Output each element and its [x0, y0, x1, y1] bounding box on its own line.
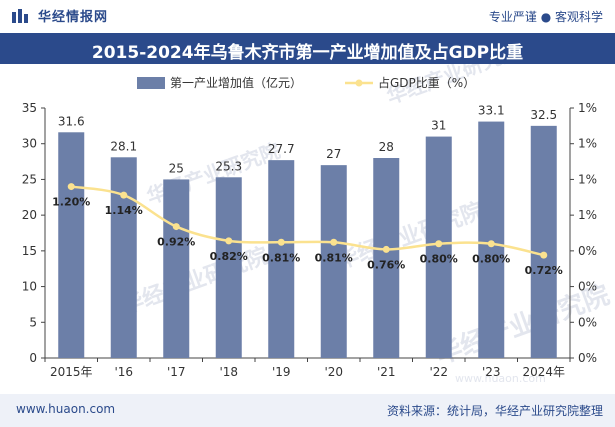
legend-line-marker: [355, 79, 363, 87]
bar-value-label: 27: [326, 147, 341, 161]
bar: [478, 121, 505, 358]
x-tick-label: 2024年: [522, 365, 565, 379]
share-point: [330, 238, 338, 246]
share-value-label: 1.20%: [52, 196, 90, 209]
share-point: [67, 183, 75, 191]
right-tick-label: 0%: [578, 351, 597, 365]
x-tick-label: '17: [167, 365, 186, 379]
right-tick-label: 0%: [578, 280, 597, 294]
bar: [163, 179, 190, 358]
share-value-label: 0.72%: [525, 264, 563, 277]
bar: [373, 158, 400, 358]
bar-value-label: 32.5: [530, 108, 557, 122]
bar: [320, 165, 347, 358]
watermark-domain: www.huaon.com: [455, 372, 546, 385]
left-tick-label: 35: [22, 101, 37, 115]
bar-value-label: 28.1: [110, 139, 137, 153]
share-point: [120, 191, 128, 199]
legend-bar-label: 第一产业增加值（亿元）: [170, 75, 302, 90]
bar: [110, 157, 137, 358]
left-tick-label: 5: [29, 315, 37, 329]
share-point: [225, 237, 233, 245]
left-tick-label: 15: [22, 244, 37, 258]
right-tick-label: 0%: [578, 315, 597, 329]
bar-value-label: 33.1: [478, 104, 505, 118]
share-value-label: 0.82%: [210, 250, 248, 263]
share-line: [71, 185, 545, 257]
x-tick-label: '23: [482, 365, 501, 379]
share-point: [277, 238, 285, 246]
bar-value-label: 27.7: [268, 142, 295, 156]
share-value-label: 0.81%: [315, 251, 353, 264]
bar-value-label: 25: [169, 161, 184, 175]
footer-website: www.huaon.com: [16, 402, 116, 416]
share-value-label: 0.80%: [420, 253, 458, 266]
brand-tagline: 专业严谨 ● 客观科学: [488, 10, 603, 24]
left-tick-label: 20: [22, 208, 37, 222]
x-tick-label: '19: [272, 365, 291, 379]
title-bar: [0, 33, 615, 64]
bar-value-label: 31.6: [58, 114, 85, 128]
share-point: [435, 240, 443, 248]
share-value-label: 1.14%: [105, 204, 143, 217]
bar: [530, 125, 557, 358]
left-tick-label: 30: [22, 137, 37, 151]
brand-logo-icon: [12, 9, 28, 23]
right-tick-label: 1%: [578, 101, 597, 115]
right-tick-label: 0%: [578, 244, 597, 258]
right-tick-label: 1%: [578, 172, 597, 186]
watermark-text: 华经产业研究院: [118, 243, 272, 320]
x-tick-label: '21: [377, 365, 396, 379]
bar: [425, 136, 452, 358]
share-value-label: 0.92%: [157, 236, 195, 249]
legend-bar-swatch: [137, 77, 165, 89]
brand-name: 华经情报网: [38, 10, 109, 25]
share-value-label: 0.81%: [262, 251, 300, 264]
share-point: [487, 240, 495, 248]
share-point: [382, 245, 390, 253]
right-tick-label: 1%: [578, 137, 597, 151]
bar: [215, 177, 242, 358]
left-tick-label: 0: [29, 351, 37, 365]
bar: [268, 160, 295, 358]
bar-value-label: 31: [431, 119, 446, 133]
top-bar: 华经情报网 专业严谨 ● 客观科学: [0, 0, 615, 30]
left-tick-label: 10: [22, 280, 37, 294]
share-point: [540, 251, 548, 259]
bar-value-label: 28: [379, 140, 394, 154]
x-tick-label: '18: [219, 365, 238, 379]
chart-title: 2015-2024年乌鲁木齐市第一产业增加值及占GDP比重: [91, 43, 524, 63]
bar-value-label: 25.3: [215, 159, 242, 173]
watermark-text: 华经产业研究院: [333, 198, 487, 275]
x-tick-label: 2015年: [50, 365, 93, 379]
footer-source: 资料来源：统计局，华经产业研究院整理: [386, 404, 603, 418]
share-point: [172, 223, 180, 231]
legend-line-label: 占GDP比重（%）: [378, 75, 475, 90]
bar: [58, 132, 85, 358]
x-tick-label: '22: [429, 365, 448, 379]
footer-bar: [0, 394, 615, 427]
x-tick-label: '20: [324, 365, 343, 379]
left-tick-label: 25: [22, 172, 37, 186]
x-tick-label: '16: [114, 365, 133, 379]
share-value-label: 0.76%: [367, 258, 405, 271]
share-value-label: 0.80%: [472, 253, 510, 266]
right-tick-label: 1%: [578, 208, 597, 222]
